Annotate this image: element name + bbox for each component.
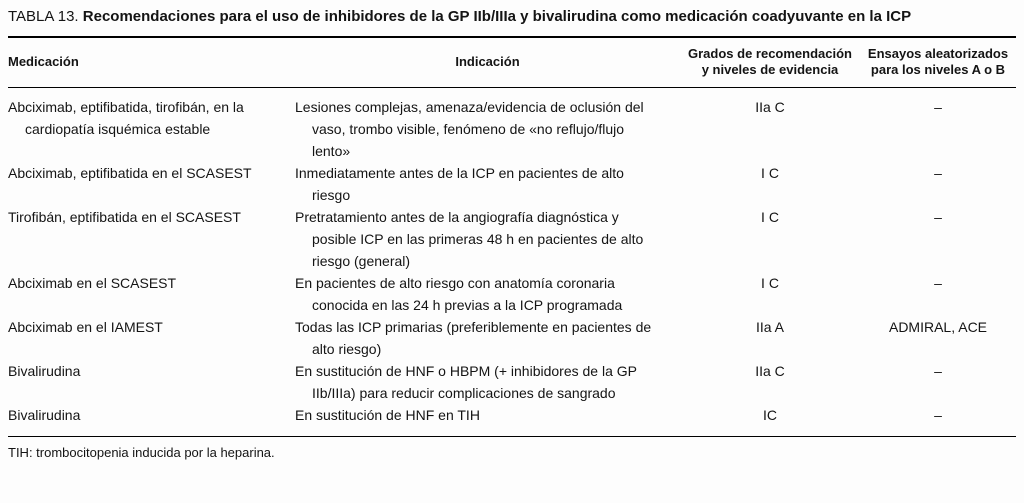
table-header-row: Medicación Indicación Grados de recomend…: [8, 38, 1016, 87]
cell-grade: I C: [761, 165, 779, 181]
header-trials: Ensayos aleatorizados para los niveles A…: [860, 46, 1016, 78]
cell-medication: Bivalirudina: [8, 363, 81, 379]
cell-trials: –: [934, 99, 942, 115]
cell-grade: IC: [763, 407, 777, 423]
header-grade: Grados de recomendación y niveles de evi…: [680, 46, 860, 78]
cell-medication: Abciximab, eptifibatida, tirofibán, en l…: [8, 99, 244, 137]
cell-indication: Lesiones complejas, amenaza/evidencia de…: [295, 99, 644, 159]
table-row: Bivalirudina En sustitución de HNF en TI…: [8, 404, 1016, 426]
table-row: Bivalirudina En sustitución de HNF o HBP…: [8, 360, 1016, 404]
cell-medication: Abciximab en el SCASEST: [8, 275, 177, 291]
table-body: Abciximab, eptifibatida, tirofibán, en l…: [8, 88, 1016, 436]
cell-trials: –: [934, 209, 942, 225]
rule-top: [8, 36, 1016, 38]
header-grade-line1: Grados de recomendación: [688, 46, 852, 61]
cell-indication: Pretratamiento antes de la angiografía d…: [295, 209, 644, 269]
header-grade-line2: y niveles de evidencia: [701, 62, 839, 77]
cell-indication: En sustitución de HNF en TIH: [295, 407, 480, 423]
cell-trials: –: [934, 363, 942, 379]
cell-indication: Todas las ICP primarias (preferiblemente…: [295, 319, 652, 357]
rule-header-bottom: [8, 87, 1016, 88]
cell-trials: ADMIRAL, ACE: [888, 319, 988, 335]
table-row: Abciximab en el IAMEST Todas las ICP pri…: [8, 316, 1016, 360]
cell-medication: Abciximab, eptifibatida en el SCASEST: [8, 165, 252, 181]
cell-trials: –: [934, 275, 942, 291]
cell-trials: –: [934, 165, 942, 181]
cell-medication: Tirofibán, eptifibatida en el SCASEST: [8, 209, 241, 225]
cell-indication: Inmediatamente antes de la ICP en pacien…: [295, 165, 624, 203]
cell-grade: IIa C: [755, 363, 785, 379]
table-footnote: TIH: trombocitopenia inducida por la hep…: [8, 445, 275, 460]
header-indication: Indicación: [455, 54, 520, 69]
table-page: TABLA 13. Recomendaciones para el uso de…: [8, 6, 1016, 460]
cell-grade: IIa A: [755, 319, 785, 335]
table-row: Abciximab, eptifibatida, tirofibán, en l…: [8, 96, 1016, 162]
table-title: TABLA 13. Recomendaciones para el uso de…: [8, 6, 938, 28]
table-row: Tirofibán, eptifibatida en el SCASEST Pr…: [8, 206, 1016, 272]
cell-medication: Bivalirudina: [8, 407, 81, 423]
table-caption: Recomendaciones para el uso de inhibidor…: [82, 8, 912, 25]
cell-grade: IIa C: [755, 99, 785, 115]
cell-indication: En pacientes de alto riesgo con anatomía…: [295, 275, 623, 313]
rule-bottom: [8, 436, 1016, 437]
table-row: Abciximab en el SCASEST En pacientes de …: [8, 272, 1016, 316]
table-row: Abciximab, eptifibatida en el SCASEST In…: [8, 162, 1016, 206]
table-number: TABLA 13.: [8, 8, 79, 25]
header-medication: Medicación: [8, 54, 79, 69]
cell-grade: I C: [761, 209, 779, 225]
header-trials-line2: para los niveles A o B: [870, 62, 1006, 77]
header-trials-line1: Ensayos aleatorizados: [867, 46, 1009, 61]
cell-grade: I C: [761, 275, 779, 291]
cell-indication: En sustitución de HNF o HBPM (+ inhibido…: [295, 363, 637, 401]
cell-medication: Abciximab en el IAMEST: [8, 319, 163, 335]
cell-trials: –: [934, 407, 942, 423]
